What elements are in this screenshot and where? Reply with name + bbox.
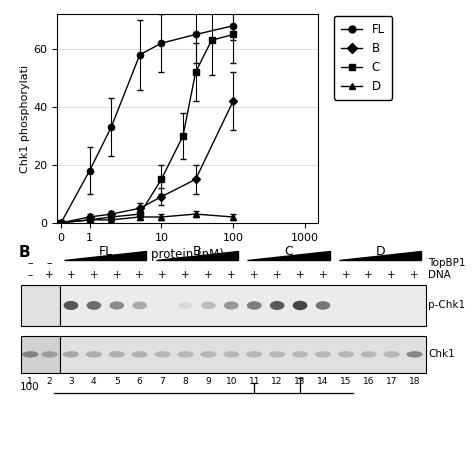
Ellipse shape bbox=[177, 351, 194, 357]
Text: 10: 10 bbox=[226, 377, 237, 386]
Ellipse shape bbox=[109, 301, 124, 310]
Ellipse shape bbox=[383, 351, 400, 357]
Bar bbox=[60, 336, 426, 373]
Y-axis label: Chk1 phosphorylati: Chk1 phosphorylati bbox=[20, 64, 30, 173]
Ellipse shape bbox=[41, 351, 58, 357]
X-axis label: protein (nM): protein (nM) bbox=[151, 248, 224, 261]
Text: 2: 2 bbox=[46, 377, 52, 386]
Text: +: + bbox=[319, 270, 327, 280]
Text: C: C bbox=[284, 245, 293, 258]
Ellipse shape bbox=[178, 302, 193, 309]
Polygon shape bbox=[247, 251, 330, 260]
Ellipse shape bbox=[316, 301, 330, 310]
Text: TopBP1: TopBP1 bbox=[428, 258, 465, 268]
Text: +: + bbox=[250, 270, 258, 280]
Text: 17: 17 bbox=[386, 377, 397, 386]
Text: 12: 12 bbox=[272, 377, 283, 386]
Text: 11: 11 bbox=[248, 377, 260, 386]
Text: +: + bbox=[410, 270, 419, 280]
Ellipse shape bbox=[63, 351, 79, 357]
Text: B: B bbox=[192, 245, 201, 258]
Bar bbox=[21, 285, 60, 326]
Text: +: + bbox=[296, 270, 304, 280]
Ellipse shape bbox=[22, 351, 38, 357]
Ellipse shape bbox=[292, 301, 307, 310]
Ellipse shape bbox=[270, 301, 284, 310]
Text: 100: 100 bbox=[20, 383, 40, 392]
Bar bbox=[60, 285, 426, 326]
Bar bbox=[21, 336, 60, 373]
Text: 15: 15 bbox=[340, 377, 352, 386]
Ellipse shape bbox=[201, 302, 216, 309]
Ellipse shape bbox=[200, 351, 217, 357]
Text: 1: 1 bbox=[27, 377, 33, 386]
Ellipse shape bbox=[337, 351, 354, 357]
Text: 16: 16 bbox=[363, 377, 374, 386]
Text: D: D bbox=[375, 245, 385, 258]
Text: 14: 14 bbox=[317, 377, 328, 386]
Ellipse shape bbox=[406, 351, 423, 357]
Legend: FL, B, C, D: FL, B, C, D bbox=[334, 16, 392, 100]
Ellipse shape bbox=[315, 351, 331, 357]
Ellipse shape bbox=[224, 301, 238, 310]
Text: 6: 6 bbox=[137, 377, 143, 386]
Text: 7: 7 bbox=[160, 377, 165, 386]
Text: FL: FL bbox=[98, 245, 112, 258]
Ellipse shape bbox=[64, 301, 78, 310]
Text: 8: 8 bbox=[182, 377, 188, 386]
Text: 13: 13 bbox=[294, 377, 306, 386]
Text: +: + bbox=[365, 270, 373, 280]
Text: +: + bbox=[112, 270, 121, 280]
Text: +: + bbox=[387, 270, 396, 280]
Text: 18: 18 bbox=[409, 377, 420, 386]
Ellipse shape bbox=[155, 351, 171, 357]
Text: p-Chk1: p-Chk1 bbox=[428, 301, 465, 310]
Text: +: + bbox=[90, 270, 98, 280]
Ellipse shape bbox=[247, 301, 262, 310]
Ellipse shape bbox=[86, 351, 102, 357]
Ellipse shape bbox=[132, 351, 148, 357]
Text: +: + bbox=[342, 270, 350, 280]
Polygon shape bbox=[64, 251, 146, 260]
Text: 5: 5 bbox=[114, 377, 119, 386]
Text: +: + bbox=[136, 270, 144, 280]
Text: +: + bbox=[204, 270, 213, 280]
Text: –: – bbox=[27, 270, 33, 280]
Text: 3: 3 bbox=[68, 377, 74, 386]
Text: +: + bbox=[273, 270, 282, 280]
Ellipse shape bbox=[109, 351, 125, 357]
Polygon shape bbox=[339, 251, 421, 260]
Text: +: + bbox=[181, 270, 190, 280]
Polygon shape bbox=[156, 251, 238, 260]
Text: 9: 9 bbox=[206, 377, 211, 386]
Text: +: + bbox=[67, 270, 75, 280]
Ellipse shape bbox=[361, 351, 377, 357]
Ellipse shape bbox=[223, 351, 239, 357]
Ellipse shape bbox=[87, 301, 101, 310]
Text: +: + bbox=[227, 270, 236, 280]
Text: DNA: DNA bbox=[428, 270, 451, 280]
Ellipse shape bbox=[269, 351, 285, 357]
Text: B: B bbox=[19, 245, 31, 260]
Text: –: – bbox=[46, 258, 52, 268]
Ellipse shape bbox=[292, 351, 308, 357]
Text: Chk1: Chk1 bbox=[428, 349, 455, 359]
Ellipse shape bbox=[246, 351, 262, 357]
Ellipse shape bbox=[132, 301, 147, 310]
Text: +: + bbox=[45, 270, 54, 280]
Text: 4: 4 bbox=[91, 377, 97, 386]
Text: –: – bbox=[27, 258, 33, 268]
Text: +: + bbox=[158, 270, 167, 280]
